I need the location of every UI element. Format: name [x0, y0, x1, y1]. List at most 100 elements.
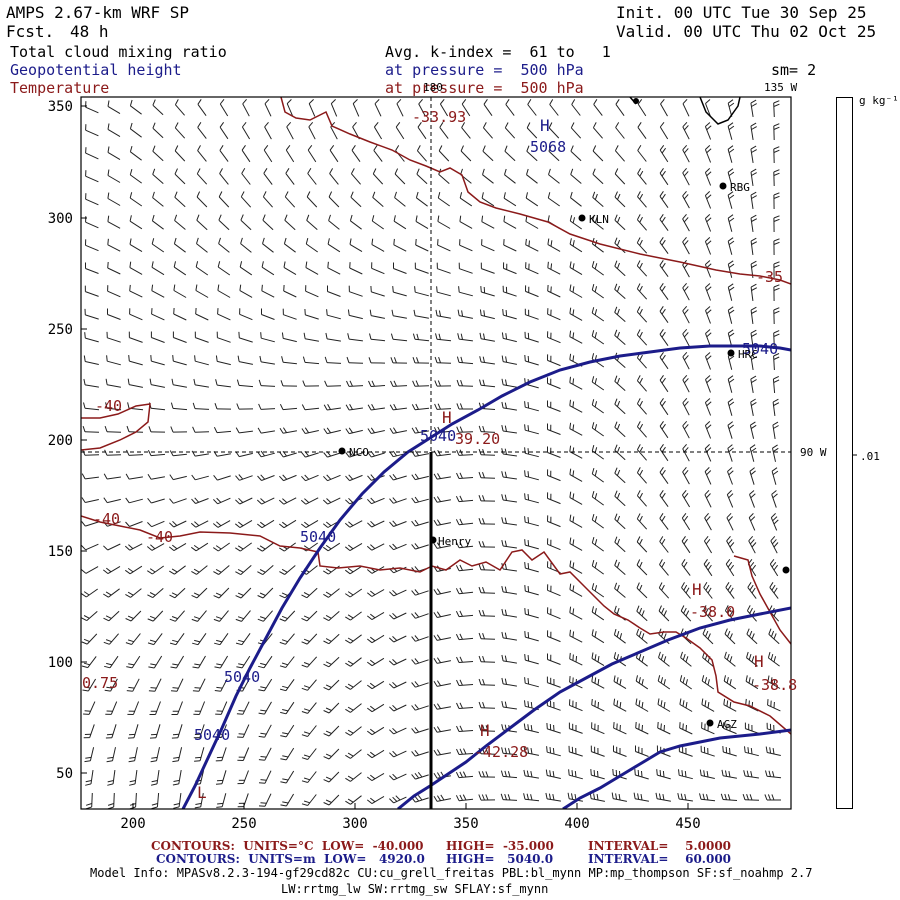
wind-barb-feather [482, 379, 485, 386]
wind-barb-feather [707, 702, 710, 709]
wind-barb-feather [107, 261, 109, 269]
wind-barb-feather [682, 282, 687, 289]
y-axis-labels: 350 300 250 200 150 100 50 [48, 99, 73, 782]
wind-barb-feather [547, 215, 550, 222]
wind-barb-staff [239, 475, 253, 481]
wind-barb-feather [366, 638, 373, 644]
wind-barb-feather [765, 746, 768, 753]
wind-barb-staff [107, 151, 121, 161]
wind-barb-staff [129, 220, 143, 230]
wind-barb-feather [614, 260, 618, 267]
wind-barb-staff [614, 335, 626, 345]
temp-label: -40 [95, 397, 122, 415]
wind-barb-feather [701, 675, 705, 682]
wind-barb-feather [705, 584, 710, 591]
wind-barb-staff [284, 196, 296, 208]
wind-barb-feather [729, 587, 734, 594]
wind-barb-feather [639, 262, 643, 269]
wind-barb-feather [659, 121, 665, 128]
wind-barb-staff [194, 431, 210, 433]
wind-barb-feather [238, 639, 245, 643]
wind-barb-staff [503, 683, 517, 687]
wind-barb-staff [285, 149, 295, 163]
wind-barb-staff [151, 337, 165, 343]
wind-barb-feather [773, 656, 777, 663]
wind-barb-feather [524, 562, 526, 569]
wind-barb-feather [279, 475, 284, 481]
wind-barb-feather [283, 261, 286, 268]
wind-barb-staff [195, 313, 209, 321]
wind-barb-feather [613, 722, 615, 729]
wind-barb-feather [706, 470, 712, 476]
wind-barb-feather [414, 681, 420, 687]
model-title: AMPS 2.67-km WRF SP [6, 3, 190, 22]
temp-label: -42.28 [474, 743, 528, 761]
wind-barb-feather [283, 237, 287, 244]
wind-barb-staff [304, 407, 320, 411]
wind-barb-feather [389, 521, 394, 527]
wind-barb-feather [706, 447, 712, 453]
wind-barb-feather [504, 540, 507, 547]
wind-barb-feather [237, 545, 244, 550]
wind-barb-staff [415, 636, 429, 642]
wind-barb-feather [455, 610, 460, 617]
wind-barb-staff [569, 612, 583, 620]
wind-barb-feather [527, 586, 530, 593]
wind-barb-staff [85, 221, 99, 229]
x-tick-label: 300 [342, 816, 367, 832]
k-index-range: Avg. k-index = 61 to 1 [385, 43, 611, 61]
height-label: 5040 [742, 340, 778, 358]
wind-barb-feather [659, 770, 662, 777]
wind-barb-feather [366, 684, 373, 690]
wind-barb-staff [371, 430, 385, 434]
wind-barb-staff [570, 174, 582, 184]
wind-barb-feather [326, 498, 332, 503]
wind-barb-staff [459, 338, 473, 342]
wind-barb-staff [221, 724, 227, 738]
wind-barb-feather [414, 286, 416, 293]
wind-barb-staff [133, 724, 139, 738]
wind-barb-staff [415, 268, 429, 274]
wind-barb-staff [504, 150, 516, 162]
wind-barb-feather [282, 778, 289, 781]
wind-barb-feather [773, 241, 780, 245]
wind-barb-feather [433, 589, 438, 595]
wind-barb-staff [437, 591, 451, 595]
wind-barb-feather [549, 747, 552, 754]
wind-barb-staff [593, 127, 603, 139]
wind-barb-staff [262, 587, 274, 599]
wind-barb-feather [524, 470, 526, 477]
wind-barb-staff [705, 379, 711, 393]
wind-barb-feather [369, 682, 376, 688]
wind-barb-feather [501, 585, 504, 593]
wind-barb-feather [191, 570, 197, 575]
wind-barb-staff [217, 337, 231, 343]
wind-barb-feather [616, 607, 620, 614]
wind-barb-feather [172, 639, 179, 643]
wind-barb-staff [372, 220, 384, 230]
wind-barb-staff [503, 637, 517, 641]
wind-barb-staff [393, 315, 407, 319]
wind-barb-feather [705, 398, 711, 403]
wind-barb-feather [594, 539, 598, 546]
wind-barb-feather [396, 98, 402, 105]
wind-barb-feather [637, 145, 642, 151]
wind-barb-feather [773, 238, 780, 242]
wind-barb-staff [306, 656, 318, 668]
wind-barb-staff [173, 384, 187, 388]
colorbar [836, 97, 853, 809]
wind-barb-staff [658, 587, 670, 599]
wind-barb-feather [614, 536, 618, 543]
wind-barb-feather [504, 701, 507, 708]
wind-barb-feather [639, 400, 643, 407]
wind-barb-feather [370, 497, 376, 503]
wind-barb-feather [324, 380, 328, 387]
wind-barb-staff [328, 196, 340, 208]
wind-barb-feather [416, 145, 421, 151]
wind-barb-staff [503, 545, 517, 549]
wind-barb-feather [750, 191, 757, 196]
wind-barb-feather [169, 498, 174, 504]
wind-barb-feather [527, 724, 530, 731]
wind-barb-staff [526, 174, 538, 184]
wind-barb-feather [325, 707, 332, 711]
